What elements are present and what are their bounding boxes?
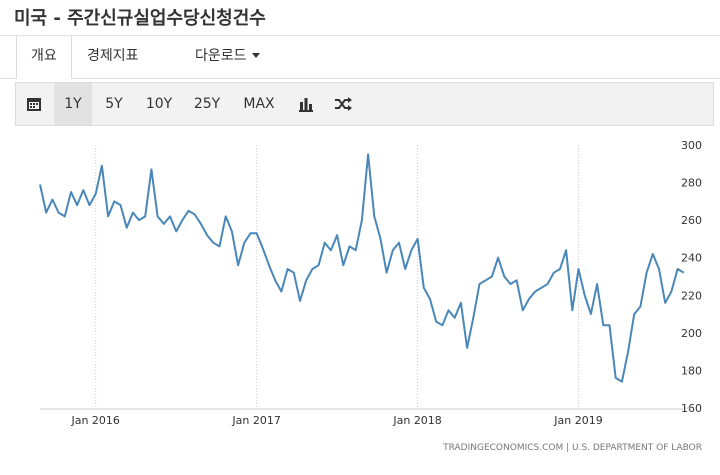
range-button[interactable]: MAX	[243, 96, 275, 112]
y-tick-label: 220	[681, 289, 702, 302]
tab[interactable]: 경제지표	[87, 48, 139, 64]
x-tick-label: Jan 2016	[70, 414, 119, 427]
y-tick-label: 240	[681, 252, 702, 265]
y-tick-label: 280	[681, 177, 702, 190]
x-tick-label: Jan 2018	[392, 414, 441, 427]
caret-icon	[251, 53, 260, 58]
y-tick-label: 180	[681, 364, 702, 377]
tab-bar: 개요 경제지표 다운로드	[0, 35, 720, 79]
chart: TRADINGECONOMICS.COM | U.S. DEPARTMENT O…	[39, 139, 702, 453]
page-title: 미국 - 주간신규실업수당신청건수	[14, 8, 266, 29]
x-tick-label: Jan 2017	[231, 414, 280, 427]
tab[interactable]: 개요	[16, 36, 72, 79]
range-button[interactable]: 1Y	[54, 83, 92, 125]
data-line	[39, 153, 685, 383]
y-tick-label: 300	[681, 139, 702, 152]
calendar-icon[interactable]	[26, 96, 42, 112]
tab-label: 다운로드	[195, 48, 247, 64]
y-tick-label: 260	[681, 214, 702, 227]
tab[interactable]: 다운로드	[195, 36, 261, 78]
range-button[interactable]: 10Y	[145, 96, 173, 112]
range-button[interactable]: 5Y	[105, 96, 123, 112]
source-note: TRADINGECONOMICS.COM | U.S. DEPARTMENT O…	[442, 443, 702, 453]
toolbar: 1Y 5Y 10Y 25Y MAX	[15, 82, 714, 126]
y-tick-label: 160	[681, 402, 702, 415]
x-tick-label: Jan 2019	[553, 414, 602, 427]
bar-chart-icon[interactable]	[298, 96, 314, 112]
shuffle-icon[interactable]	[334, 96, 352, 112]
range-button[interactable]: 25Y	[193, 96, 221, 112]
y-tick-label: 200	[681, 327, 702, 340]
